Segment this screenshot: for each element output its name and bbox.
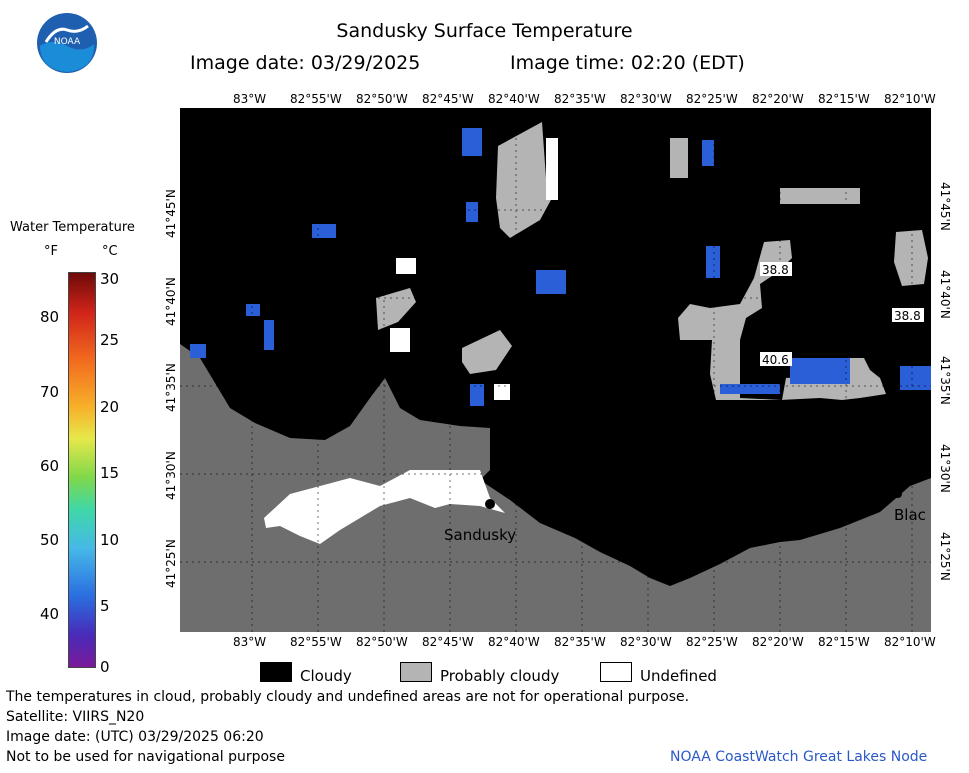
lon-tick-top: 82°35'W	[554, 92, 606, 106]
lon-tick-bottom: 82°15'W	[818, 635, 870, 649]
lon-tick-bottom: 82°20'W	[752, 635, 804, 649]
lat-tick-left: 41°40'N	[164, 277, 178, 326]
scale-tick-c: 10	[100, 531, 120, 549]
sandusky-marker	[485, 499, 495, 509]
lon-tick-bottom: 82°45'W	[422, 635, 474, 649]
lon-tick-bottom: 83°W	[233, 635, 267, 649]
lat-tick-left: 41°35'N	[164, 363, 178, 412]
scale-tick-c: 20	[100, 398, 120, 416]
scale-tick-f: 40	[40, 605, 60, 623]
lon-tick-top: 82°50'W	[356, 92, 408, 106]
legend-cloudy: Cloudy	[300, 667, 352, 685]
lon-tick-bottom: 82°35'W	[554, 635, 606, 649]
bay-marker	[894, 490, 902, 498]
lon-tick-top: 82°10'W	[884, 92, 936, 106]
scale-tick-c: 0	[100, 658, 110, 676]
lat-tick-right: 41°45'N	[938, 182, 952, 231]
image-time: Image time: 02:20 (EDT)	[510, 52, 745, 74]
lon-tick-bottom: 82°40'W	[488, 635, 540, 649]
logo-text: NOAA	[54, 37, 81, 47]
temp-label: 38.8	[762, 263, 789, 277]
lon-tick-top: 82°20'W	[752, 92, 804, 106]
satellite-text: Satellite: VIIRS_N20	[6, 709, 145, 725]
undefined-patches	[390, 138, 558, 400]
legend-probably-cloudy: Probably cloudy	[440, 667, 560, 685]
page-title: Sandusky Surface Temperature	[336, 20, 633, 42]
lon-tick-top: 82°30'W	[620, 92, 672, 106]
credit-text: NOAA CoastWatch Great Lakes Node	[670, 749, 928, 765]
sandusky-label: Sandusky	[444, 526, 516, 544]
scale-unit-f: °F	[44, 244, 58, 259]
probably-cloudy-areas	[376, 122, 928, 400]
scale-title: Water Temperature	[10, 220, 135, 235]
utc-date-text: Image date: (UTC) 03/29/2025 06:20	[6, 729, 264, 745]
scale-tick-f: 70	[40, 383, 60, 401]
noaa-logo: NOAA	[36, 12, 98, 74]
lat-tick-left: 41°30'N	[164, 451, 178, 500]
legend-undefined: Undefined	[640, 667, 717, 685]
lon-tick-top: 83°W	[233, 92, 267, 106]
bay-label: Blac	[894, 506, 926, 524]
map-panel: Sandusky Blac 38.8 38.8 40.6	[180, 108, 931, 632]
lat-tick-right: 41°40'N	[938, 270, 952, 319]
scale-tick-c: 25	[100, 331, 120, 349]
scale-tick-c: 30	[100, 270, 120, 288]
legend-swatch-cloudy	[260, 662, 292, 682]
color-scale-bar	[68, 272, 96, 668]
lat-tick-right: 41°35'N	[938, 356, 952, 405]
lon-tick-top: 82°15'W	[818, 92, 870, 106]
lon-tick-top: 82°25'W	[686, 92, 738, 106]
lon-tick-top: 82°40'W	[488, 92, 540, 106]
scale-tick-f: 50	[40, 531, 60, 549]
scale-unit-c: °C	[102, 244, 118, 259]
disclaimer-text: The temperatures in cloud, probably clou…	[6, 689, 690, 705]
temp-label: 38.8	[894, 309, 921, 323]
lon-tick-bottom: 82°30'W	[620, 635, 672, 649]
lon-tick-bottom: 82°50'W	[356, 635, 408, 649]
lat-tick-left: 41°45'N	[164, 189, 178, 238]
legend-swatch-undefined	[600, 662, 632, 682]
nav-warning-text: Not to be used for navigational purpose	[6, 749, 285, 765]
graticule	[180, 108, 931, 632]
undefined-area	[264, 470, 505, 544]
scale-tick-f: 60	[40, 457, 60, 475]
legend-swatch-probably-cloudy	[400, 662, 432, 682]
temp-label: 40.6	[762, 353, 789, 367]
scale-tick-c: 5	[100, 597, 110, 615]
lat-tick-right: 41°25'N	[938, 532, 952, 581]
lon-tick-bottom: 82°55'W	[290, 635, 342, 649]
land-area	[180, 344, 931, 632]
lat-tick-right: 41°30'N	[938, 444, 952, 493]
scale-tick-f: 80	[40, 308, 60, 326]
lon-tick-top: 82°55'W	[290, 92, 342, 106]
lon-tick-bottom: 82°25'W	[686, 635, 738, 649]
scale-tick-c: 15	[100, 464, 120, 482]
lon-tick-top: 82°45'W	[422, 92, 474, 106]
image-date: Image date: 03/29/2025	[190, 52, 421, 74]
lon-tick-bottom: 82°10'W	[884, 635, 936, 649]
water-temperature-areas	[190, 128, 931, 406]
lat-tick-left: 41°25'N	[164, 539, 178, 588]
